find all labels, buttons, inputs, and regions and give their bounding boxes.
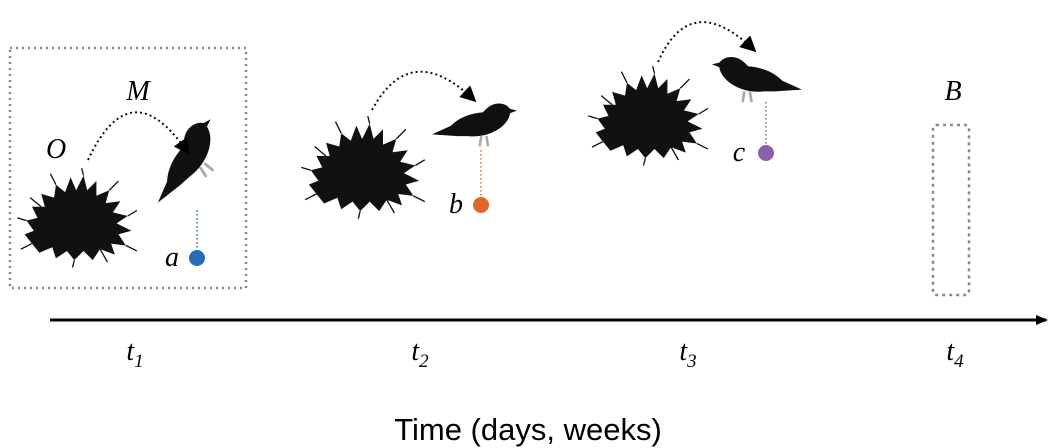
tick-subscript: 2	[419, 351, 429, 372]
tick-subscript: 3	[686, 351, 697, 372]
movement-label: M	[125, 76, 151, 107]
time-tick-label: t2	[411, 336, 429, 372]
origin-label: O	[46, 134, 66, 165]
time-ticks: t1 t2 t3 t4	[126, 336, 964, 372]
tick-base: t	[411, 336, 420, 367]
tick-subscript: 1	[134, 351, 144, 372]
bush	[300, 115, 426, 220]
point	[473, 197, 489, 213]
bird	[430, 102, 519, 148]
bush	[587, 65, 709, 167]
bird	[133, 112, 239, 214]
tick-base: t	[946, 336, 955, 367]
bush	[16, 167, 138, 269]
point-label: b	[449, 189, 463, 220]
tick-base: t	[679, 336, 688, 367]
time-tick-label: t4	[946, 336, 964, 372]
window-box	[931, 123, 971, 297]
time-tick-label: t1	[126, 336, 143, 372]
movement-arrow	[657, 21, 757, 63]
point-label: c	[733, 137, 746, 168]
movement-arrow	[371, 70, 477, 111]
point-label: a	[165, 242, 179, 273]
tick-subscript: 4	[954, 351, 964, 372]
point	[189, 250, 205, 266]
axis-title: Time (days, weeks)	[394, 412, 662, 447]
observation-box	[8, 46, 248, 290]
bird	[710, 55, 804, 104]
tick-base: t	[126, 336, 135, 367]
time-tick-label: t3	[679, 336, 696, 372]
window-label: B	[944, 76, 961, 107]
point	[758, 145, 774, 161]
movement-arrow	[87, 111, 190, 161]
